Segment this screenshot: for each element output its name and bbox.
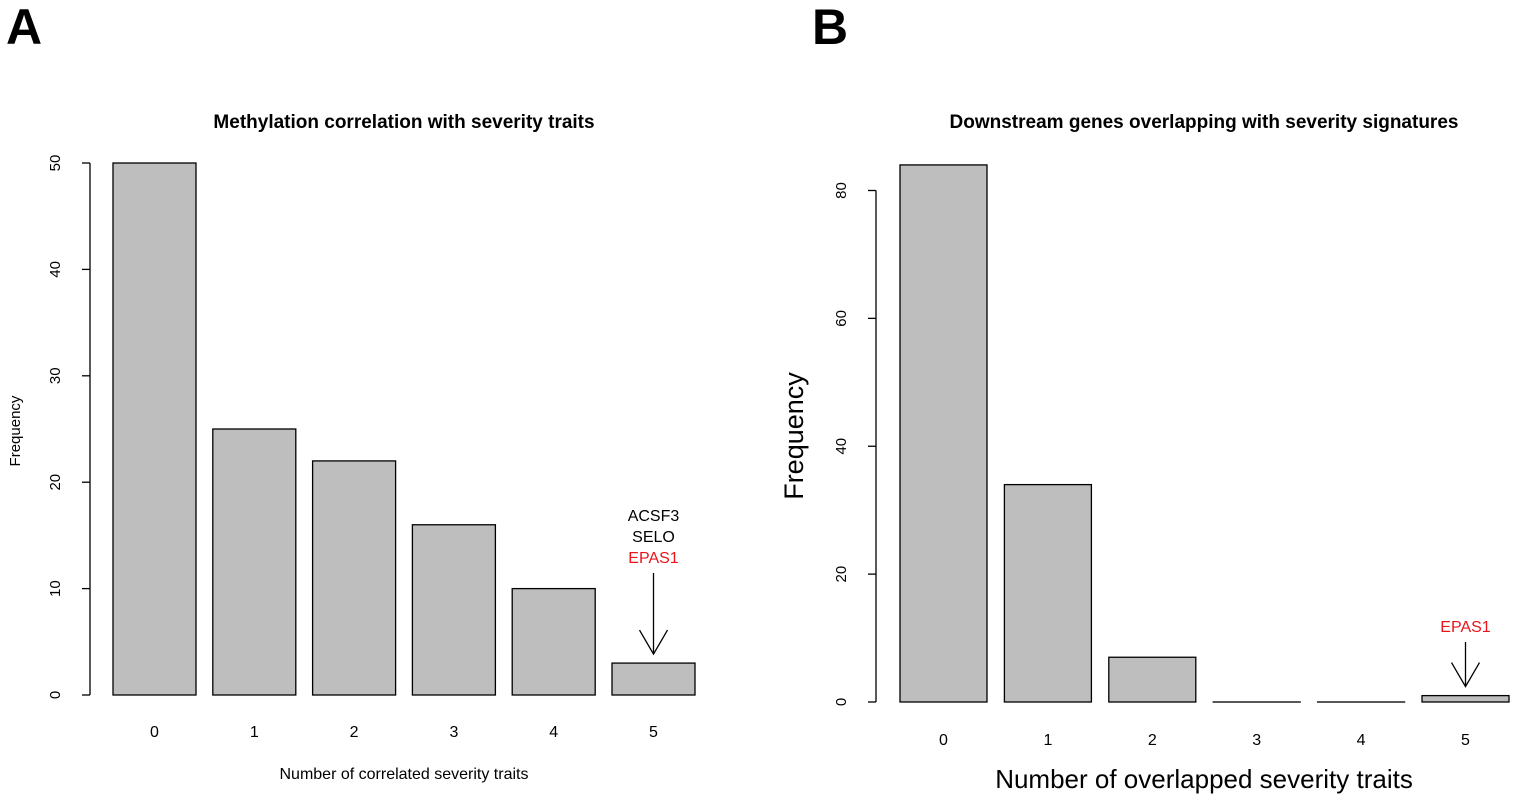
panel-a-x-axis-label: Number of correlated severity traits bbox=[280, 766, 529, 783]
panel-b-title: Downstream genes overlapping with severi… bbox=[950, 112, 1459, 133]
bar-1 bbox=[212, 428, 297, 696]
x-tick-label: 5 bbox=[649, 724, 658, 741]
bar-2 bbox=[311, 460, 397, 696]
y-tick-label: 10 bbox=[47, 580, 64, 597]
panel-a-y-axis-label: Frequency bbox=[7, 395, 24, 466]
bar-0 bbox=[112, 162, 197, 696]
x-tick-label: 1 bbox=[1043, 732, 1052, 749]
panel-b-letter: B bbox=[812, 0, 848, 55]
x-tick-label: 0 bbox=[939, 732, 948, 749]
bar-0 bbox=[899, 164, 988, 703]
bar-3 bbox=[411, 524, 497, 696]
bar-1 bbox=[1003, 483, 1093, 703]
bar-2 bbox=[1108, 656, 1197, 703]
panel-a-x-ticks: 0 1 2 3 4 5 bbox=[150, 724, 658, 741]
gene-label: SELO bbox=[632, 529, 675, 546]
bar-5 bbox=[1421, 694, 1510, 703]
annotation-arrowhead bbox=[638, 629, 669, 656]
panel-b-bars bbox=[899, 164, 1510, 703]
bar-5 bbox=[611, 662, 696, 696]
y-tick-label: 20 bbox=[833, 566, 850, 583]
panel-a-y-axis: 0 10 20 30 40 50 bbox=[47, 155, 91, 699]
panel-a-bars bbox=[112, 162, 696, 696]
panel-b-y-axis: 0 20 40 60 80 bbox=[833, 182, 877, 706]
panel-b-x-ticks: 0 1 2 3 4 5 bbox=[939, 732, 1470, 749]
panel-b-y-axis-label: Frequency bbox=[779, 372, 809, 500]
panel-a-annotation: ACSF3 SELO EPAS1 bbox=[628, 508, 680, 656]
y-tick-label: 0 bbox=[47, 691, 64, 699]
x-tick-label: 4 bbox=[1357, 732, 1366, 749]
x-tick-label: 4 bbox=[549, 724, 558, 741]
y-tick-label: 80 bbox=[833, 182, 850, 199]
x-tick-label: 0 bbox=[150, 724, 159, 741]
panel-a: A Methylation correlation with severity … bbox=[6, 0, 696, 783]
panel-a-letter: A bbox=[6, 0, 42, 55]
x-tick-label: 2 bbox=[350, 724, 359, 741]
x-tick-label: 3 bbox=[1252, 732, 1261, 749]
panel-b: B Downstream genes overlapping with seve… bbox=[779, 0, 1510, 794]
panel-b-annotation: EPAS1 bbox=[1440, 619, 1491, 688]
x-tick-label: 2 bbox=[1148, 732, 1157, 749]
highlighted-gene-label: EPAS1 bbox=[1440, 619, 1491, 636]
x-tick-label: 1 bbox=[250, 724, 259, 741]
y-tick-label: 50 bbox=[47, 155, 64, 172]
x-tick-label: 3 bbox=[449, 724, 458, 741]
y-tick-label: 30 bbox=[47, 367, 64, 384]
annotation-arrowhead bbox=[1450, 662, 1481, 688]
x-tick-label: 5 bbox=[1461, 732, 1470, 749]
highlighted-gene-label: EPAS1 bbox=[628, 550, 679, 567]
y-tick-label: 20 bbox=[47, 474, 64, 491]
panel-a-title: Methylation correlation with severity tr… bbox=[213, 112, 594, 133]
y-tick-label: 60 bbox=[833, 310, 850, 327]
y-tick-label: 40 bbox=[833, 438, 850, 455]
y-tick-label: 0 bbox=[833, 698, 850, 706]
gene-label: ACSF3 bbox=[628, 508, 680, 525]
panel-b-x-axis-label: Number of overlapped severity traits bbox=[995, 764, 1413, 794]
bar-4 bbox=[511, 587, 596, 696]
y-tick-label: 40 bbox=[47, 261, 64, 278]
